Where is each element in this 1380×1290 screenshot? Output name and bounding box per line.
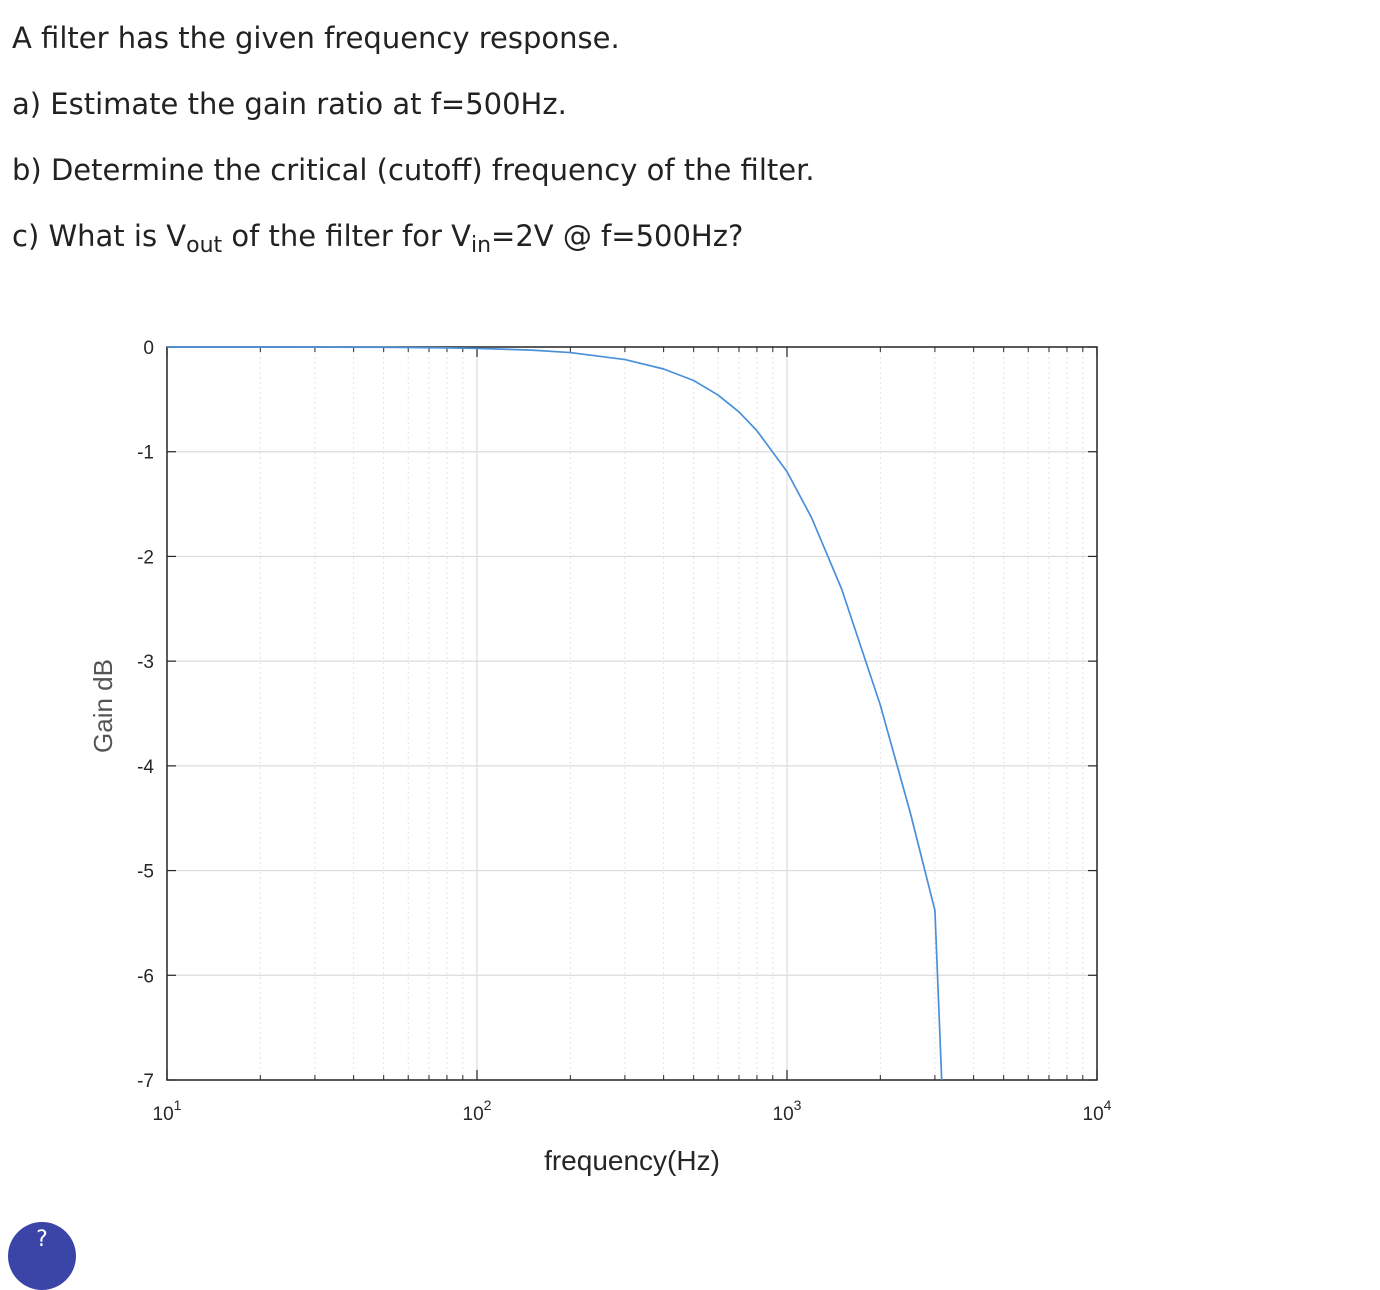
x-tick-label: 104 — [1083, 1097, 1112, 1125]
y-tick-label: -6 — [137, 966, 154, 987]
grid-layer — [166, 346, 1098, 1081]
x-axis-label: frequency(Hz) — [544, 1145, 720, 1176]
plot-area — [167, 347, 1097, 1080]
y-axis-label: Gain dB — [88, 659, 118, 753]
help-avatar[interactable]: ? — [8, 1222, 76, 1290]
question-intro: A filter has the given frequency respons… — [12, 21, 620, 55]
x-tick-label: 103 — [773, 1097, 802, 1125]
x-tick-label: 101 — [153, 1097, 182, 1125]
question-part-c-end: =2V @ f=500Hz? — [491, 219, 744, 253]
axes-layer — [166, 346, 1098, 1081]
series-layer — [167, 346, 943, 1081]
y-tick-label: -3 — [137, 652, 154, 673]
question-part-c-middle: of the filter for V — [222, 219, 471, 253]
y-tick-label: 0 — [143, 338, 154, 359]
question-part-a: a) Estimate the gain ratio at f=500Hz. — [12, 87, 567, 121]
frequency-response-chart: 0 -1 -2 -3 -4 -5 -6 -7 101 102 103 104 frequency(Hz… — [88, 338, 1112, 1176]
x-tick-label: 102 — [463, 1097, 492, 1125]
y-tick-label: -2 — [137, 547, 154, 568]
question-text: A filter has the given frequency respons… — [12, 18, 1352, 282]
question-part-c: c) What is Vout of the filter for Vin=2V… — [12, 216, 1352, 258]
tick-label-layer: 0 -1 -2 -3 -4 -5 -6 -7 101 102 103 104 — [137, 338, 1112, 1125]
gain-response-line — [167, 346, 943, 1081]
axes-box — [166, 346, 1098, 1081]
y-tick-label: -7 — [137, 1071, 154, 1092]
y-tick-label: -5 — [137, 862, 154, 883]
y-tick-label: -1 — [137, 443, 154, 464]
question-part-b: b) Determine the critical (cutoff) frequ… — [12, 153, 815, 187]
vout-subscript: out — [186, 233, 223, 258]
vin-subscript: in — [470, 233, 492, 258]
question-part-c-start: c) What is V — [12, 219, 187, 253]
y-tick-label: -4 — [137, 757, 154, 778]
